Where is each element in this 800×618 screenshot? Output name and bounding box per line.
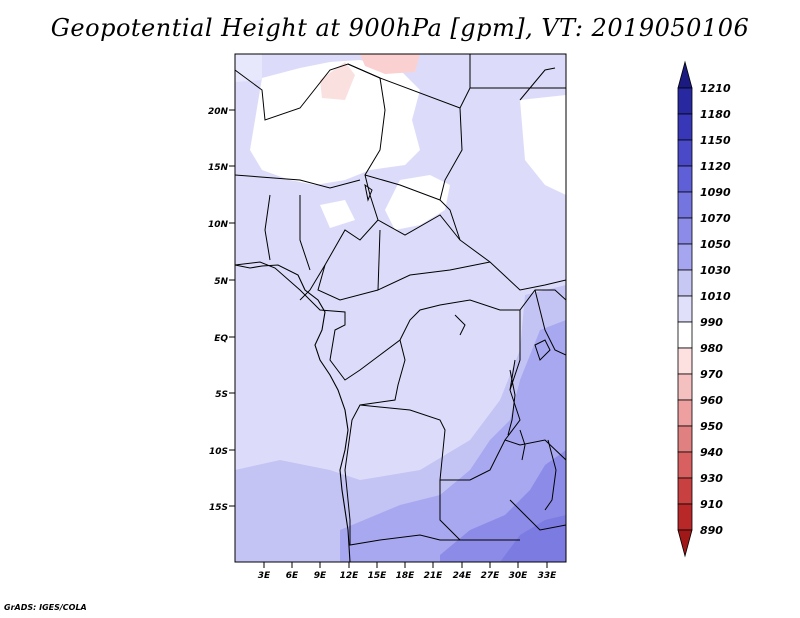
colorbar-level-label: 1070 <box>700 212 731 225</box>
colorbar-level-label: 980 <box>700 342 723 355</box>
lat-axis: 20N 15N 10N 5N EQ 5S 10S 15S <box>208 107 235 513</box>
colorbar-box <box>677 425 693 453</box>
lon-tick-label: 27E <box>481 571 501 581</box>
colorbar-box <box>677 477 693 505</box>
coastline <box>235 264 351 562</box>
colorbar-level-label: 990 <box>700 316 723 329</box>
lakes <box>364 183 557 511</box>
field-dark-se <box>340 320 566 562</box>
field-light-north <box>235 54 262 82</box>
colorbar-top-arrow <box>677 60 693 89</box>
lon-tick-label: 24E <box>453 571 473 581</box>
country-borders <box>235 54 566 546</box>
field-white-chad <box>385 175 450 230</box>
lon-tick-label: 6E <box>286 571 299 581</box>
colorbar-level-label: 930 <box>700 472 723 485</box>
lon-tick-label: 21E <box>424 571 444 581</box>
colorbar-box <box>677 295 693 323</box>
lat-tick-label: 20N <box>208 107 229 117</box>
map-frame <box>234 53 567 563</box>
lat-tick-label: 5N <box>214 277 228 287</box>
lon-tick-label: 3E <box>258 571 271 581</box>
colorbar-level-label: 950 <box>700 420 723 433</box>
colorbar-level-label: 940 <box>700 446 723 459</box>
field-white-west <box>320 200 355 228</box>
grads-credit: GrADS: IGES/COLA <box>4 603 87 612</box>
lat-tick-label: 5S <box>215 390 228 400</box>
colorbar: 1210 1180 1150 1120 1090 1070 1050 1030 1010 990 9… <box>677 60 731 558</box>
colorbar-level-label: 1030 <box>700 264 731 277</box>
colorbar-level-label: 1120 <box>700 160 731 173</box>
lat-tick-label: 10S <box>209 447 228 457</box>
colorbar-level-label: 1210 <box>700 82 731 95</box>
colorbar-box <box>677 399 693 427</box>
lon-axis: 3E 6E 9E 12E 15E 18E 21E 24E 27E 30E 33E <box>258 562 557 581</box>
lon-tick-label: 30E <box>509 571 529 581</box>
field-pink <box>320 62 355 100</box>
lat-tick-label: 10N <box>208 220 229 230</box>
colorbar-level-label: 1180 <box>700 108 731 121</box>
lon-tick-label: 33E <box>538 571 558 581</box>
colorbar-box <box>677 451 693 479</box>
colorbar-bottom-arrow <box>677 529 693 558</box>
colorbar-box <box>677 243 693 271</box>
map-area <box>235 54 566 562</box>
lat-tick-label: 15S <box>209 503 228 513</box>
chart-title: Geopotential Height at 900hPa [gpm], VT:… <box>50 14 750 42</box>
colorbar-box <box>677 87 693 115</box>
colorbar-box <box>677 191 693 219</box>
colorbar-level-label: 1150 <box>700 134 731 147</box>
colorbar-level-label: 1010 <box>700 290 731 303</box>
colorbar-level-label: 1090 <box>700 186 731 199</box>
field-pink2 <box>360 54 420 74</box>
colorbar-box <box>677 321 693 349</box>
lat-tick-label: 15N <box>208 163 229 173</box>
field-deepest-se <box>500 515 566 562</box>
field-white-ne <box>520 95 566 195</box>
colorbar-box <box>677 139 693 167</box>
colorbar-box <box>677 373 693 401</box>
lon-tick-label: 9E <box>314 571 327 581</box>
lon-tick-label: 15E <box>368 571 388 581</box>
colorbar-box <box>677 217 693 245</box>
lon-tick-label: 18E <box>396 571 416 581</box>
colorbar-box <box>677 503 693 531</box>
colorbar-level-label: 960 <box>700 394 723 407</box>
colorbar-level-label: 890 <box>700 524 723 537</box>
colorbar-box <box>677 269 693 297</box>
colorbar-level-label: 910 <box>700 498 723 511</box>
colorbar-box <box>677 113 693 141</box>
lon-tick-label: 12E <box>340 571 360 581</box>
colorbar-box <box>677 165 693 193</box>
colorbar-level-label: 970 <box>700 368 723 381</box>
colorbar-box <box>677 347 693 375</box>
colorbar-level-label: 1050 <box>700 238 731 251</box>
lat-tick-label: EQ <box>214 334 228 344</box>
